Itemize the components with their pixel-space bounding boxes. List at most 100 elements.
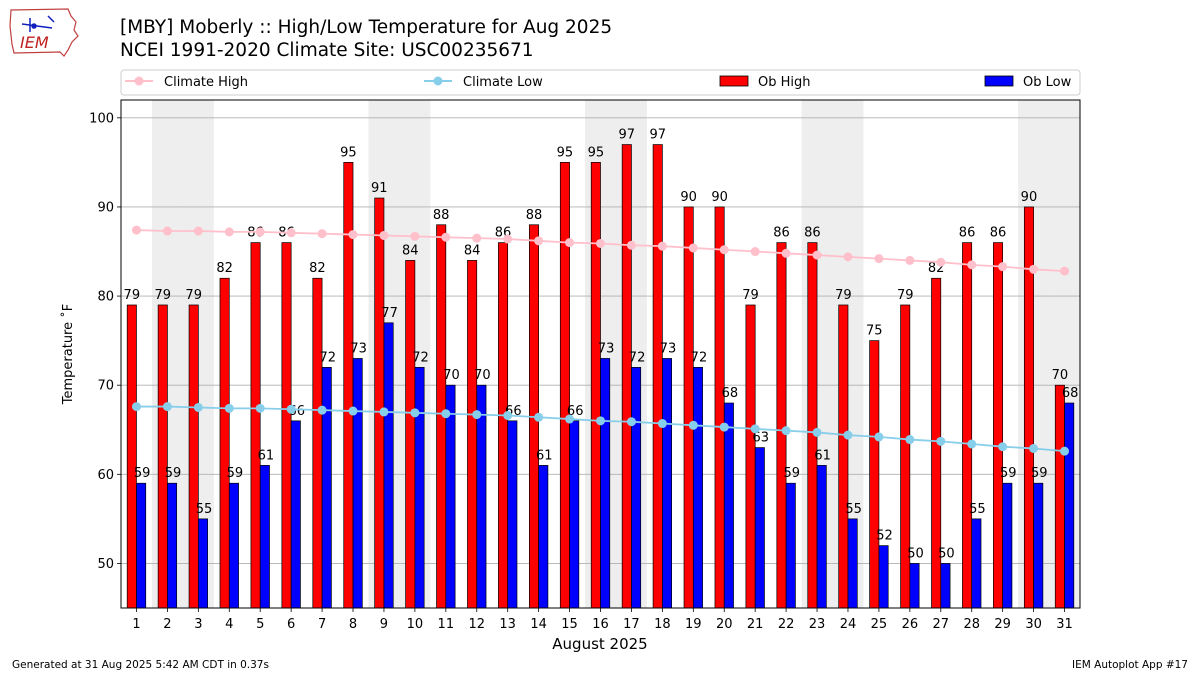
x-tick-label: 8: [349, 617, 357, 632]
x-tick-label: 2: [163, 617, 171, 632]
ob-high-bar: [498, 242, 509, 609]
ob-high-value-label: 88: [526, 208, 543, 223]
x-tick-label: 28: [963, 617, 980, 632]
ob-high-bar: [807, 242, 818, 609]
app-note: IEM Autoplot App #17: [1072, 659, 1188, 671]
climate-low-point: [874, 432, 884, 442]
climate-high-point: [905, 255, 915, 265]
ob-low-value-label: 59: [1031, 466, 1048, 481]
ob-low-bar: [228, 482, 239, 609]
ob-high-value-label: 82: [309, 261, 326, 276]
climate-low-point: [998, 442, 1008, 452]
ob-low-bar: [321, 367, 332, 609]
legend-ob-low-swatch: [984, 75, 1014, 87]
ob-low-bar: [847, 518, 858, 609]
climate-low-point: [379, 407, 389, 417]
climate-high-point: [1029, 264, 1039, 274]
ob-low-bar: [909, 563, 920, 609]
ob-high-value-label: 79: [185, 288, 202, 303]
ob-low-value-label: 61: [814, 448, 831, 463]
climate-low-point: [905, 435, 915, 445]
ob-low-bar: [507, 420, 518, 609]
ob-high-bar: [900, 304, 911, 609]
climate-low-point: [131, 402, 141, 412]
climate-low-point: [596, 416, 605, 426]
ob-low-value-label: 70: [443, 368, 460, 383]
x-tick-label: 7: [318, 617, 326, 632]
ob-low-value-label: 50: [907, 546, 924, 561]
legend-climate-high-marker: [134, 76, 144, 86]
climate-high-point: [193, 226, 203, 236]
ob-low-value-label: 55: [196, 502, 213, 517]
climate-low-point: [1060, 446, 1070, 456]
y-axis-label: Temperature ˚F: [60, 304, 76, 405]
climate-high-point: [348, 230, 358, 240]
x-tick-label: 17: [623, 617, 640, 632]
climate-high-point: [688, 243, 698, 253]
climate-high-point: [719, 245, 729, 255]
ob-low-value-label: 72: [691, 350, 708, 365]
x-tick-label: 6: [287, 617, 295, 632]
climate-low-point: [503, 410, 513, 420]
x-tick-label: 25: [871, 617, 888, 632]
ob-low-bar: [971, 518, 982, 609]
ob-high-value-label: 95: [340, 145, 357, 160]
ob-low-bar: [383, 322, 394, 609]
climate-low-point: [936, 436, 946, 446]
climate-high-point: [657, 241, 667, 251]
ob-low-bar: [631, 367, 642, 609]
plot-area: 5060708090100795979597955825986618666827…: [89, 99, 1081, 632]
ob-low-bar: [445, 384, 456, 609]
x-tick-label: 20: [716, 617, 733, 632]
climate-low-point: [193, 402, 203, 412]
x-tick-label: 13: [499, 617, 516, 632]
ob-high-bar: [621, 144, 632, 609]
ob-high-value-label: 88: [433, 208, 450, 223]
ob-high-value-label: 79: [124, 288, 141, 303]
climate-high-point: [224, 227, 234, 237]
climate-low-point: [410, 408, 420, 418]
x-tick-label: 4: [225, 617, 233, 632]
x-tick-label: 16: [592, 617, 609, 632]
ob-low-bar: [167, 482, 178, 609]
ob-high-value-label: 79: [154, 288, 171, 303]
ob-high-bar: [281, 242, 292, 609]
ob-high-value-label: 90: [680, 190, 697, 205]
x-tick-label: 10: [407, 617, 424, 632]
y-tick-label: 50: [97, 557, 114, 572]
climate-low-point: [565, 414, 575, 424]
climate-high-point: [596, 238, 605, 248]
climate-high-point: [967, 260, 977, 270]
ob-low-value-label: 72: [629, 350, 646, 365]
ob-low-bar: [569, 420, 580, 609]
climate-high-point: [843, 252, 853, 262]
ob-high-value-label: 90: [1021, 190, 1038, 205]
climate-high-point: [565, 238, 575, 248]
ob-high-bar: [869, 340, 880, 609]
ob-high-value-label: 97: [649, 128, 666, 143]
ob-high-bar: [993, 242, 1004, 609]
ob-high-bar: [714, 206, 725, 609]
legend: Climate High Climate Low Ob High Ob Low: [120, 69, 1081, 96]
ob-high-value-label: 84: [402, 243, 419, 258]
climate-low-point: [224, 403, 234, 413]
climate-low-point: [1029, 443, 1039, 453]
x-tick-label: 22: [778, 617, 795, 632]
ob-high-value-label: 79: [897, 288, 914, 303]
ob-low-bar: [785, 482, 796, 609]
ob-high-bar: [343, 162, 354, 609]
ob-low-value-label: 68: [1062, 386, 1079, 401]
ob-high-value-label: 70: [1052, 368, 1069, 383]
climate-low-point: [657, 419, 667, 429]
climate-high-point: [162, 226, 172, 236]
y-tick-label: 90: [97, 200, 114, 215]
climate-low-point: [688, 420, 698, 430]
x-tick-label: 9: [380, 617, 388, 632]
x-tick-label: 11: [438, 617, 455, 632]
y-tick-label: 100: [89, 111, 114, 126]
ob-high-bar: [776, 242, 787, 609]
legend-climate-high-label: Climate High: [164, 75, 248, 90]
climate-low-point: [812, 427, 822, 437]
chart-subtitle: NCEI 1991-2020 Climate Site: USC00235671: [120, 40, 534, 61]
